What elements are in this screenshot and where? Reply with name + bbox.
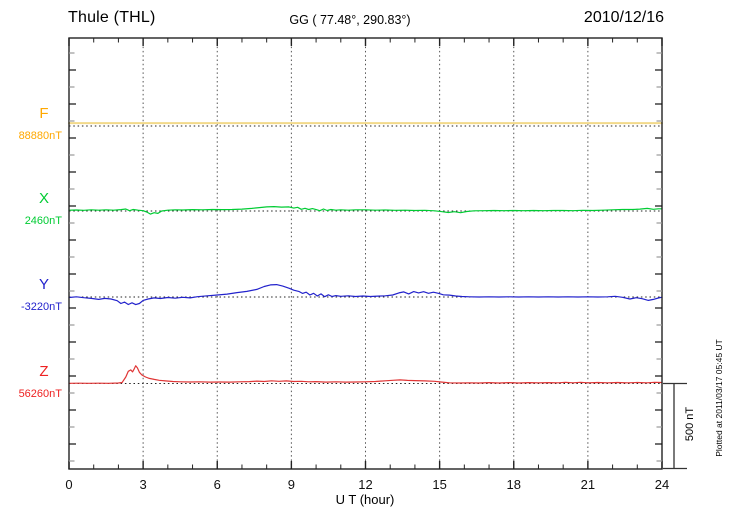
trace-letter-Y: Y [38, 276, 49, 293]
x-tick-label: 0 [65, 477, 72, 492]
plotted-at-note: Plotted at 2011/03/17 05:45 UT [714, 339, 724, 457]
trace-letter-F: F [39, 105, 49, 122]
trace-baseline-value-F: 88880nT [18, 130, 62, 142]
trace-baseline-value-Z: 56260nT [18, 387, 62, 400]
trace-letter-X: X [38, 190, 49, 207]
trace-letter-Z: Z [39, 362, 49, 380]
trace-Y [68, 284, 663, 306]
trace-baseline-value-Y: -3220nT [21, 301, 62, 313]
x-tick-label: 12 [358, 477, 372, 492]
station-title: Thule (THL) [68, 9, 156, 26]
trace-Z [68, 365, 663, 384]
geographic-coords: GG ( 77.48°, 290.83°) [289, 13, 411, 27]
x-tick-label: 6 [214, 477, 221, 492]
x-tick-label: 24 [655, 477, 669, 492]
x-tick-label: 3 [140, 477, 147, 492]
x-axis-label: U T (hour) [335, 492, 395, 507]
trace-baseline-value-X: 2460nT [24, 215, 62, 227]
x-tick-label: 9 [288, 477, 295, 492]
x-tick-label: 15 [432, 477, 446, 492]
scale-bar-label: 500 nT [684, 406, 696, 442]
plot-date: 2010/12/16 [583, 9, 664, 26]
x-tick-label: 21 [581, 477, 595, 492]
x-tick-label: 18 [507, 477, 521, 492]
trace-X [68, 206, 663, 215]
